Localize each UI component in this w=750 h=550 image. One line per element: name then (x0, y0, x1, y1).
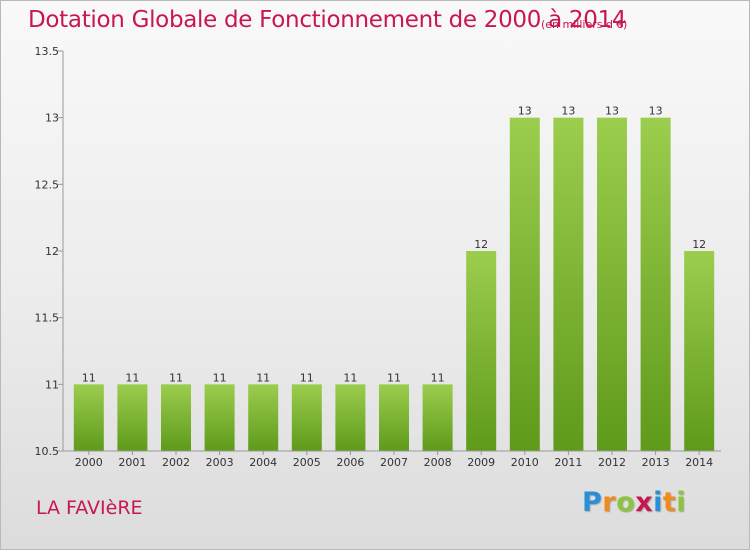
bar (248, 384, 279, 451)
x-tick-label: 2002 (162, 456, 190, 469)
x-tick-label: 2001 (118, 456, 146, 469)
proxiti-logo[interactable]: Proxiti (582, 487, 686, 518)
bar (117, 384, 148, 451)
bar-value-label: 11 (125, 371, 139, 384)
bar (553, 117, 584, 452)
x-tick-label: 2000 (75, 456, 103, 469)
bar (379, 384, 409, 451)
bar-value-label: 13 (518, 105, 532, 118)
bar (466, 251, 497, 451)
x-tick-label: 2010 (511, 456, 539, 469)
bars: 11 11 11 11 11 11 11 11 11 12 13 13 13 13 12 (73, 105, 715, 452)
logo-letter: o (616, 487, 636, 518)
x-axis: 2000 2001 2002 2003 2004 2005 2006 2007 2008 2009… (63, 450, 721, 469)
logo-letter: t (662, 487, 677, 518)
y-tick-label: 13.5 (35, 45, 60, 58)
y-tick-label: 12 (45, 245, 59, 258)
bar-value-label: 11 (300, 371, 314, 384)
logo-letter: i (653, 487, 663, 518)
bar (422, 384, 453, 451)
x-tick-label: 2012 (598, 456, 626, 469)
logo-letter: x (635, 487, 654, 518)
x-tick-label: 2014 (685, 456, 713, 469)
logo-letter: P (582, 487, 603, 518)
x-tick-label: 2003 (206, 456, 234, 469)
bar (204, 384, 235, 451)
x-tick-label: 2004 (249, 456, 277, 469)
bar (73, 384, 104, 451)
bar-value-label: 11 (256, 371, 270, 384)
logo-letter: r (602, 487, 617, 518)
bar-value-label: 11 (387, 371, 401, 384)
bar-value-label: 11 (431, 371, 445, 384)
bar-value-label: 13 (649, 105, 663, 118)
x-tick-label: 2006 (336, 456, 364, 469)
bar-value-label: 11 (82, 371, 96, 384)
x-tick-label: 2013 (642, 456, 670, 469)
bar (509, 117, 540, 452)
bar (640, 117, 671, 452)
bar (161, 384, 191, 451)
bar-value-label: 11 (169, 371, 183, 384)
bar-value-label: 13 (605, 105, 619, 118)
bar (291, 384, 322, 451)
y-tick-label: 11 (45, 378, 59, 391)
y-tick-label: 12.5 (35, 178, 60, 191)
bar-value-label: 12 (692, 238, 706, 251)
x-tick-label: 2008 (424, 456, 452, 469)
x-tick-label: 2007 (380, 456, 408, 469)
bar (684, 251, 715, 451)
x-tick-label: 2005 (293, 456, 321, 469)
y-tick-label: 11.5 (35, 312, 60, 325)
y-axis: 10.5 11 11.5 12 12.5 13 13.5 (35, 45, 64, 458)
bar (597, 117, 627, 452)
x-tick-label: 2011 (554, 456, 582, 469)
y-tick-label: 10.5 (35, 445, 60, 458)
y-tick-label: 13 (45, 112, 59, 125)
bar-value-label: 12 (474, 238, 488, 251)
commune-name: LA FAVIèRE (36, 497, 143, 519)
bar (335, 384, 366, 451)
chart-title: Dotation Globale de Fonctionnement de 20… (28, 7, 627, 33)
x-tick-label: 2009 (467, 456, 495, 469)
bar-value-label: 13 (561, 105, 575, 118)
bar-value-label: 11 (213, 371, 227, 384)
chart-subtitle: (en milliers d'€) (541, 18, 628, 31)
logo-letter: i (676, 487, 687, 518)
bar-value-label: 11 (343, 371, 357, 384)
